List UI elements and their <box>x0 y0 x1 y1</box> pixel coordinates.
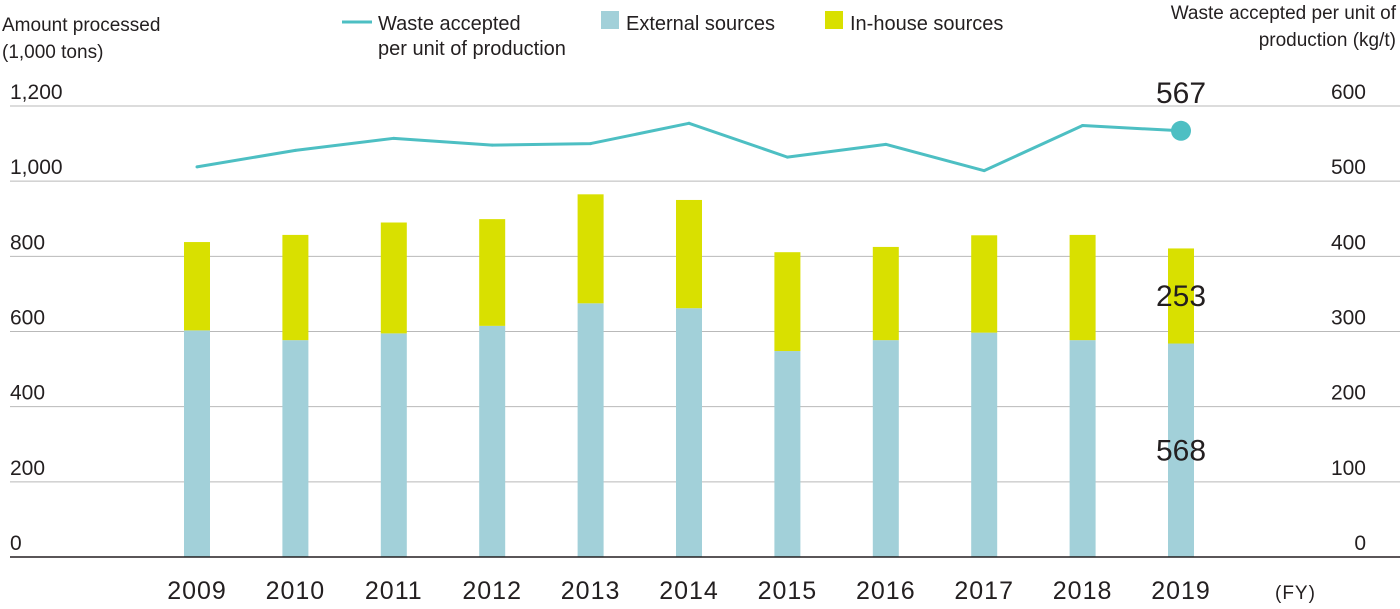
bar-external-2019 <box>1168 343 1194 557</box>
right-axis-title-line1: Waste accepted per unit of <box>1171 3 1397 24</box>
bar-external-2009 <box>184 330 210 557</box>
bar-inhouse-2010 <box>282 234 309 341</box>
line-point-2012 <box>490 143 494 147</box>
line-point-2016 <box>884 142 888 146</box>
bar-external-2016 <box>872 340 899 557</box>
bar-inhouse-2013 <box>577 194 604 304</box>
bars <box>184 194 1194 557</box>
bar-external-2013 <box>577 303 604 557</box>
bar-inhouse-2012 <box>479 219 506 326</box>
line-point-2019 <box>1171 120 1191 141</box>
x-tick-label-2016: 2016 <box>856 577 916 605</box>
data-label-253: 253 <box>1156 280 1206 313</box>
line-point-2014 <box>687 121 691 125</box>
legend: Waste accepted per unit of production Ex… <box>342 11 1003 60</box>
x-tick-label-2017: 2017 <box>954 577 1014 605</box>
bar-inhouse-2015 <box>774 252 801 352</box>
gridlines <box>10 105 1400 483</box>
x-tick-label-2009: 2009 <box>167 577 227 605</box>
right-tick-label: 100 <box>1331 457 1366 480</box>
line-waste-per-unit <box>196 121 1182 173</box>
bar-inhouse-2009 <box>184 242 210 331</box>
line-point-2018 <box>1081 124 1085 128</box>
right-tick-label: 300 <box>1331 307 1366 330</box>
bar-external-2017 <box>971 332 998 557</box>
annotations: 567 253 568 <box>1156 77 1206 467</box>
bar-inhouse-2017 <box>971 235 998 333</box>
x-tick-label-2013: 2013 <box>561 577 621 605</box>
left-axis-title-line1: Amount processed <box>2 15 160 36</box>
right-axis-ticks: 0 100 200 300 400 500 600 <box>1331 81 1366 555</box>
line-point-2011 <box>392 136 396 140</box>
x-tick-label-2018: 2018 <box>1053 577 1113 605</box>
bar-external-2018 <box>1069 340 1096 557</box>
left-tick-label: 400 <box>10 382 45 405</box>
left-tick-label: 200 <box>10 457 45 480</box>
right-tick-label: 500 <box>1331 156 1366 179</box>
legend-line-label-1: Waste accepted <box>378 13 521 35</box>
bar-external-2012 <box>479 325 506 557</box>
x-tick-label-2010: 2010 <box>266 577 326 605</box>
x-tick-label-2011: 2011 <box>365 577 423 605</box>
left-tick-label: 800 <box>10 231 45 254</box>
legend-inhouse-swatch <box>825 11 843 29</box>
line-point-2017 <box>982 169 986 173</box>
left-tick-label: 1,000 <box>10 156 63 179</box>
line-point-2009 <box>195 165 199 169</box>
right-tick-label: 400 <box>1331 231 1366 254</box>
bar-inhouse-2019 <box>1168 248 1194 344</box>
bar-inhouse-2011 <box>380 222 407 334</box>
right-axis-title-line2: production (kg/t) <box>1259 30 1396 51</box>
x-axis-unit: (FY) <box>1275 583 1316 604</box>
right-tick-label: 200 <box>1331 382 1366 405</box>
legend-inhouse-label: In-house sources <box>850 13 1003 35</box>
line-point-2010 <box>293 148 297 152</box>
right-tick-label: 600 <box>1331 81 1366 104</box>
data-label-567: 567 <box>1156 77 1206 110</box>
left-tick-label: 600 <box>10 307 45 330</box>
line-series <box>195 120 1191 173</box>
left-tick-label: 1,200 <box>10 81 63 104</box>
right-tick-label: 0 <box>1354 532 1366 555</box>
legend-external-swatch <box>601 11 619 29</box>
left-tick-label: 0 <box>10 532 22 555</box>
bar-inhouse-2018 <box>1069 234 1096 341</box>
bar-external-2014 <box>676 308 702 557</box>
left-axis-title-line2: (1,000 tons) <box>2 42 103 63</box>
bar-external-2010 <box>282 340 309 557</box>
line-point-2015 <box>785 155 789 159</box>
line-point-2013 <box>589 142 593 146</box>
x-tick-label-2019: 2019 <box>1151 577 1211 605</box>
legend-line-label-2: per unit of production <box>378 38 566 60</box>
x-axis-ticks: 2009 2010 2011 2012 2013 2014 2015 2016 2017 2018… <box>167 577 1211 605</box>
x-tick-label-2014: 2014 <box>659 577 719 605</box>
legend-external-label: External sources <box>626 13 775 35</box>
left-axis-ticks: 0 200 400 600 800 1,000 1,200 <box>10 81 63 555</box>
x-tick-label-2015: 2015 <box>758 577 818 605</box>
bar-external-2011 <box>380 333 407 557</box>
x-tick-label-2012: 2012 <box>462 577 522 605</box>
data-label-568: 568 <box>1156 434 1206 467</box>
bar-inhouse-2016 <box>872 246 899 341</box>
bar-inhouse-2014 <box>676 199 702 309</box>
bar-external-2015 <box>774 351 801 557</box>
